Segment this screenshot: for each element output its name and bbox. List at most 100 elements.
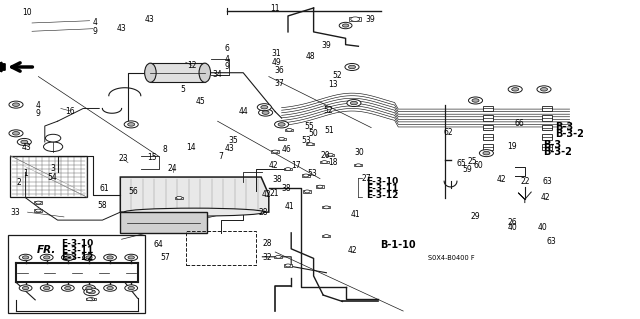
Circle shape <box>483 152 490 155</box>
Text: 28: 28 <box>262 239 271 248</box>
Text: 38: 38 <box>281 184 291 193</box>
Text: E-3-10: E-3-10 <box>61 239 93 248</box>
Circle shape <box>35 201 41 204</box>
Circle shape <box>540 88 548 91</box>
Text: 62: 62 <box>443 128 453 137</box>
Bar <box>542 115 552 121</box>
FancyArrow shape <box>0 62 5 72</box>
Text: 2: 2 <box>17 178 22 187</box>
Circle shape <box>19 254 32 261</box>
Text: 51: 51 <box>324 126 335 135</box>
Text: 7: 7 <box>218 152 223 161</box>
Text: E-3-11: E-3-11 <box>366 184 399 193</box>
Circle shape <box>349 65 356 69</box>
Text: 9: 9 <box>92 27 97 36</box>
Circle shape <box>351 101 357 105</box>
Circle shape <box>322 160 328 163</box>
Text: 52: 52 <box>332 71 342 80</box>
Circle shape <box>88 290 95 294</box>
Text: 66: 66 <box>515 119 525 128</box>
Circle shape <box>279 137 285 140</box>
Text: B-3: B-3 <box>543 140 561 150</box>
Circle shape <box>13 103 19 107</box>
Text: 15: 15 <box>147 153 157 162</box>
Text: E-3-12: E-3-12 <box>61 253 94 262</box>
Text: FR.: FR. <box>37 245 56 256</box>
Circle shape <box>305 190 310 193</box>
Circle shape <box>261 105 268 109</box>
Text: 23: 23 <box>118 154 129 163</box>
Text: B-1-10: B-1-10 <box>380 240 416 250</box>
Text: 43: 43 <box>116 24 127 33</box>
Text: 9: 9 <box>36 109 41 118</box>
Text: 22: 22 <box>520 177 529 186</box>
Bar <box>303 190 311 193</box>
Text: 42: 42 <box>347 246 357 255</box>
Bar <box>175 197 183 199</box>
Circle shape <box>104 254 116 261</box>
Text: 65: 65 <box>456 159 467 168</box>
Text: 4: 4 <box>92 19 97 27</box>
Circle shape <box>35 209 41 212</box>
Circle shape <box>537 86 551 93</box>
Text: 57: 57 <box>160 253 170 262</box>
Circle shape <box>257 104 271 111</box>
Circle shape <box>61 285 74 291</box>
Text: 33: 33 <box>10 208 20 217</box>
Circle shape <box>259 109 273 116</box>
Text: E-3-10: E-3-10 <box>366 177 398 186</box>
Bar <box>186 231 256 265</box>
Circle shape <box>86 286 92 290</box>
Text: 36: 36 <box>275 66 285 75</box>
Bar <box>120 212 207 233</box>
Text: 1: 1 <box>23 169 28 178</box>
Bar <box>542 134 552 140</box>
Circle shape <box>307 143 314 145</box>
Bar <box>321 161 328 163</box>
Circle shape <box>177 196 182 199</box>
Text: 6: 6 <box>225 44 230 53</box>
Text: 8: 8 <box>163 145 168 154</box>
Circle shape <box>124 121 138 128</box>
Circle shape <box>512 88 519 91</box>
Text: 4: 4 <box>225 55 230 63</box>
Text: 10: 10 <box>22 8 32 17</box>
Circle shape <box>317 185 323 188</box>
Circle shape <box>351 17 360 21</box>
Text: 24: 24 <box>168 164 178 173</box>
Text: 41: 41 <box>350 210 360 219</box>
Text: 30: 30 <box>355 148 365 157</box>
Text: 21: 21 <box>269 189 278 198</box>
Text: 56: 56 <box>128 187 138 196</box>
Text: 43: 43 <box>224 144 234 153</box>
Circle shape <box>88 298 95 301</box>
Bar <box>87 298 96 300</box>
Bar <box>483 106 493 111</box>
Text: 61: 61 <box>99 184 109 193</box>
Text: 9: 9 <box>225 63 230 71</box>
Circle shape <box>262 111 269 115</box>
Circle shape <box>13 132 19 135</box>
Circle shape <box>479 150 493 157</box>
Circle shape <box>345 63 359 70</box>
Circle shape <box>84 288 99 296</box>
Circle shape <box>356 164 362 167</box>
Circle shape <box>45 134 61 142</box>
Circle shape <box>83 285 95 291</box>
Text: 25: 25 <box>467 157 477 166</box>
Bar <box>483 125 493 130</box>
Circle shape <box>285 264 291 267</box>
Bar <box>8 235 145 313</box>
Text: 39: 39 <box>321 41 332 50</box>
Circle shape <box>339 22 352 29</box>
Text: 32: 32 <box>262 253 272 262</box>
Text: 11: 11 <box>271 4 280 13</box>
Circle shape <box>278 122 285 126</box>
Circle shape <box>40 254 53 261</box>
Circle shape <box>9 130 23 137</box>
Bar <box>302 174 310 177</box>
Circle shape <box>285 168 291 170</box>
Circle shape <box>275 255 282 258</box>
Circle shape <box>128 286 134 290</box>
Bar <box>316 185 324 188</box>
